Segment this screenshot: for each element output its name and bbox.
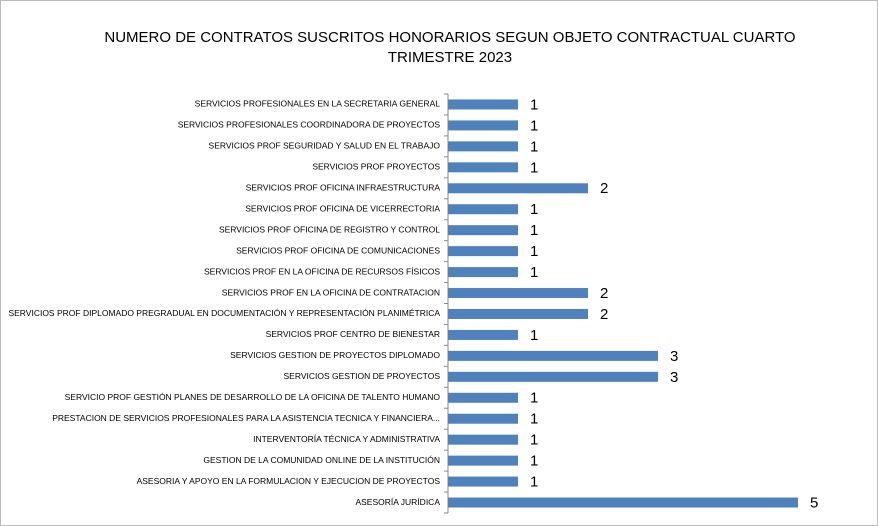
data-label: 1	[530, 222, 538, 239]
bar	[448, 329, 518, 340]
bar	[448, 434, 518, 445]
bar	[448, 455, 518, 466]
data-label: 2	[600, 306, 608, 323]
y-tick-label: GESTION DE LA COMUNIDAD ONLINE DE LA INS…	[203, 455, 440, 465]
bar	[448, 308, 588, 319]
data-label: 1	[530, 390, 538, 407]
y-tick-label: SERVICIOS PROF CENTRO DE BIENESTAR	[266, 329, 440, 339]
y-tick-label: SERVICIOS PROF OFICINA DE VICERRECTORIA	[245, 203, 440, 213]
bar	[448, 120, 518, 131]
y-tick-label: SERVICIOS PROF EN LA OFICINA DE RECURSOS…	[204, 266, 440, 276]
chart-title: NUMERO DE CONTRATOS SUSCRITOS HONORARIOS…	[104, 29, 796, 66]
y-tick-label: SERVICIOS PROF OFICINA INFRAESTRUCTURA	[246, 183, 441, 193]
y-tick-label: SERVICIOS PROF SEGURIDAD Y SALUD EN EL T…	[209, 141, 441, 151]
y-tick-label: SERVICIOS PROF PROYECTOS	[312, 162, 440, 172]
data-label: 1	[530, 201, 538, 218]
data-label: 3	[670, 348, 678, 365]
y-tick-label: SERVICIOS PROF OFICINA DE COMUNICACIONES	[236, 245, 440, 255]
bar	[448, 392, 518, 403]
bar	[448, 267, 518, 278]
bar	[448, 99, 518, 110]
bar	[448, 225, 518, 236]
data-label: 1	[530, 327, 538, 344]
y-tick-label: SERVICIOS PROF OFICINA DE REGISTRO Y CON…	[219, 224, 440, 234]
data-label: 1	[530, 96, 538, 113]
data-label: 1	[530, 243, 538, 260]
bar	[448, 141, 518, 152]
bar	[448, 371, 658, 382]
y-tick-label: SERVICIOS PROF EN LA OFICINA DE CONTRATA…	[222, 287, 440, 297]
y-tick-label: SERVICIO PROF GESTIÓN PLANES DE DESARROL…	[65, 392, 441, 402]
y-tick-label: SERVICIOS GESTION DE PROYECTOS DIPLOMADO	[230, 350, 440, 360]
bar	[448, 413, 518, 424]
data-label: 2	[600, 285, 608, 302]
y-tick-label: INTERVENTORÍA TÉCNICA Y ADMINISTRATIVA	[253, 434, 440, 444]
data-label: 1	[530, 159, 538, 176]
data-label: 5	[810, 494, 818, 511]
y-tick-label: SERVICIOS PROFESIONALES EN LA SECRETARIA…	[195, 99, 441, 109]
data-label: 1	[530, 432, 538, 449]
data-label: 1	[530, 138, 538, 155]
bar	[448, 288, 588, 299]
bar	[448, 350, 658, 361]
y-tick-label: SERVICIOS PROF DIPLOMADO PREGRADUAL EN D…	[8, 308, 440, 318]
bar	[448, 204, 518, 215]
data-label: 2	[600, 180, 608, 197]
data-label: 1	[530, 474, 538, 491]
y-tick-label: SERVICIOS GESTION DE PROYECTOS	[284, 371, 441, 381]
y-tick-label: ASESORIA Y APOYO EN LA FORMULACION Y EJE…	[137, 476, 441, 486]
bar	[448, 162, 518, 173]
y-tick-label: PRESTACION DE SERVICIOS PROFESIONALES PA…	[52, 413, 440, 423]
data-label: 1	[530, 411, 538, 428]
data-label: 3	[670, 369, 678, 386]
y-tick-label: ASESORÍA JURÍDICA	[355, 497, 440, 507]
bar	[448, 246, 518, 257]
bar	[448, 183, 588, 194]
bar	[448, 497, 798, 508]
bar	[448, 476, 518, 487]
data-label: 1	[530, 117, 538, 134]
y-tick-label: SERVICIOS PROFESIONALES COORDINADORA DE …	[178, 120, 441, 130]
data-label: 1	[530, 264, 538, 281]
data-label: 1	[530, 453, 538, 470]
